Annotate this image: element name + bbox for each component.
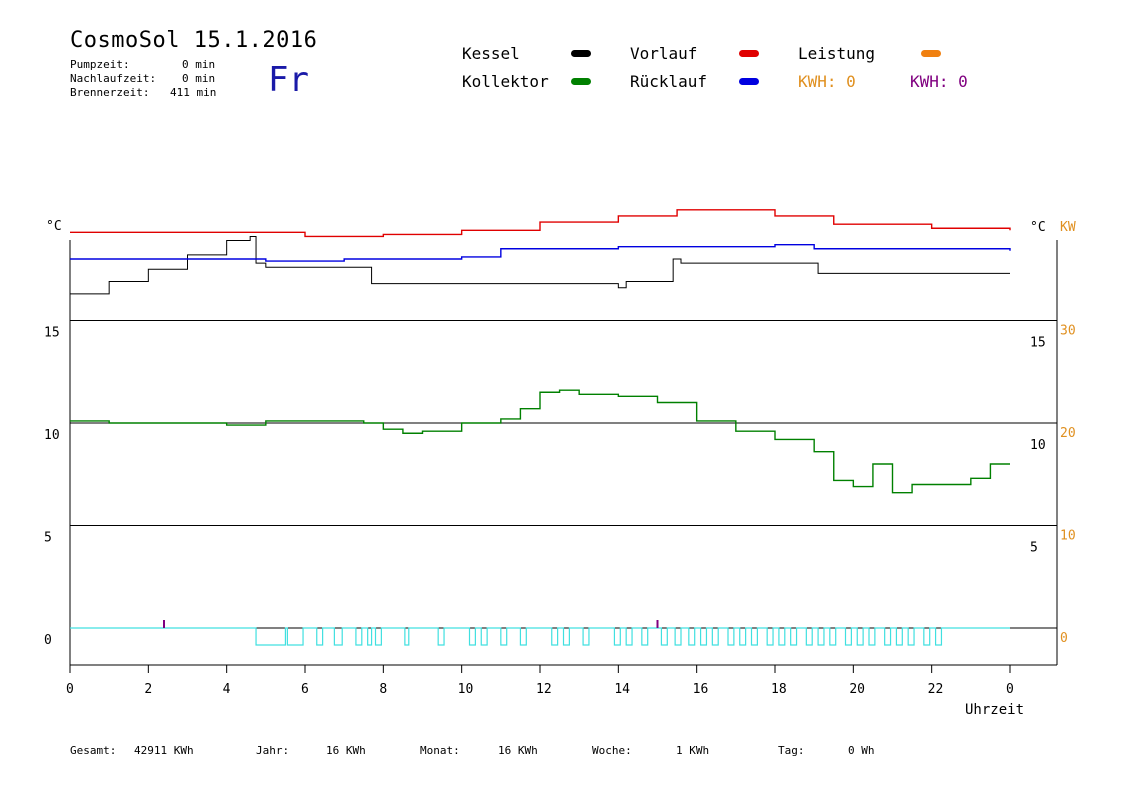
legend-vorlauf-label: Vorlauf — [630, 44, 698, 63]
left-tick-label: 10 — [44, 428, 60, 443]
x-tick-label: 2 — [144, 682, 152, 697]
stat-nachlaufzeit-label: Nachlaufzeit: — [70, 72, 157, 85]
right-tick-label-c: 15 — [1030, 336, 1046, 351]
footer-woche-value: 1 KWh — [676, 744, 710, 757]
footer-jahr-value: 16 KWh — [326, 744, 366, 757]
legend-kessel-swatch — [571, 50, 591, 57]
footer-monat-value: 16 KWh — [498, 744, 538, 757]
footer-tag-label: Tag: — [778, 744, 805, 757]
right-axis-unit: °C — [1030, 220, 1046, 235]
x-tick-label: 0 — [1006, 682, 1014, 697]
chart-frame — [69, 240, 1058, 666]
x-tick-label: 18 — [771, 682, 787, 697]
series-line-ruecklauf — [70, 243, 1011, 262]
footer-woche-label: Woche: — [592, 744, 632, 757]
legend-kollektor-swatch — [571, 78, 591, 85]
stat-brennerzeit-value: 411 min — [170, 86, 217, 99]
footer-gesamt-value: 42911 KWh — [134, 744, 194, 757]
stat-nachlaufzeit-value: 0 min — [182, 72, 216, 85]
footer-gesamt-label: Gesamt: — [70, 744, 117, 757]
series-line-kollektor — [70, 389, 1010, 494]
weekday-label: Fr — [268, 60, 309, 100]
x-axis-label: Uhrzeit — [965, 702, 1024, 718]
legend-kwh-orange: KWH: 0 — [798, 72, 856, 91]
x-tick-label: 8 — [379, 682, 387, 697]
chart-gridlines — [70, 320, 1057, 629]
chart-title: CosmoSol 15.1.2016 — [70, 28, 318, 53]
legend-ruecklauf-swatch — [739, 78, 759, 85]
legend-kwh-purple: KWH: 0 — [910, 72, 968, 91]
legend-kollektor-label: Kollektor — [462, 72, 549, 91]
series-line-kessel — [70, 235, 1010, 295]
left-tick-label: 0 — [44, 633, 52, 648]
chart-series — [70, 209, 1011, 494]
right-tick-label-c: 5 — [1030, 541, 1038, 556]
right-tick-label-c: 10 — [1030, 438, 1046, 453]
legend-leistung-swatch — [921, 50, 941, 57]
legend-vorlauf-swatch — [739, 50, 759, 57]
chart-ticks: 15 10 5 0 15 10 5 30 20 10 0 0 2 4 6 8 10 12 14 16 18 20 22 0 — [44, 324, 1076, 698]
cyan-state-path — [70, 627, 1010, 646]
footer-monat-label: Monat: — [420, 744, 460, 757]
stat-pumpzeit-value: 0 min — [182, 58, 216, 71]
footer-jahr-label: Jahr: — [256, 744, 290, 757]
legend-leistung-label: Leistung — [798, 44, 876, 63]
stat-brennerzeit-label: Brennerzeit: — [70, 86, 150, 99]
x-tick-label: 4 — [223, 682, 231, 697]
x-tick-label: 14 — [614, 682, 630, 697]
x-tick-label: 16 — [693, 682, 709, 697]
left-tick-label: 15 — [44, 326, 60, 341]
pump-state-trace — [70, 620, 1010, 646]
left-tick-label: 5 — [44, 531, 52, 546]
left-axis-unit: °C — [46, 219, 62, 234]
legend-ruecklauf-label: Rücklauf — [630, 72, 708, 91]
x-tick-label: 6 — [301, 682, 309, 697]
x-tick-label: 12 — [536, 682, 552, 697]
right-tick-label-kw: 10 — [1060, 529, 1076, 544]
x-tick-label: 20 — [849, 682, 865, 697]
footer-tag-value: 0 Wh — [848, 744, 875, 757]
stat-pumpzeit-label: Pumpzeit: — [70, 58, 130, 71]
series-line-vorlauf — [70, 209, 1011, 238]
right-tick-label-kw: 20 — [1060, 426, 1076, 441]
x-tick-label: 22 — [928, 682, 944, 697]
right-axis-unit-kw: KW — [1060, 220, 1076, 235]
right-tick-label-kw: 0 — [1060, 631, 1068, 646]
x-tick-label: 10 — [458, 682, 474, 697]
x-tick-label: 0 — [66, 682, 74, 697]
right-tick-label-kw: 30 — [1060, 324, 1076, 339]
legend-kessel-label: Kessel — [462, 44, 520, 63]
